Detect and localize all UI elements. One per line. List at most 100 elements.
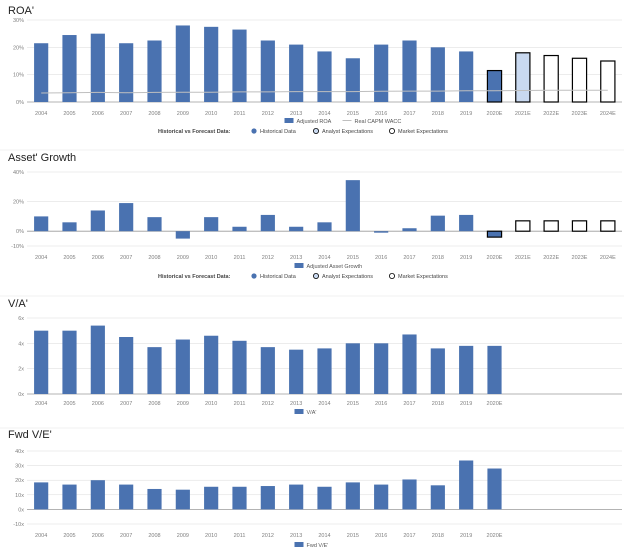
y-tick-label: 30x bbox=[15, 464, 24, 470]
key-marker bbox=[251, 128, 257, 134]
x-tick-label: 2004 bbox=[35, 401, 47, 407]
x-tick-label: 2007 bbox=[120, 255, 132, 261]
x-tick-label: 2006 bbox=[92, 533, 104, 539]
bar-2021E bbox=[515, 220, 531, 232]
bar-2007 bbox=[119, 484, 134, 510]
x-tick-label: 2013 bbox=[290, 255, 302, 261]
x-tick-label: 2008 bbox=[148, 255, 160, 261]
x-tick-label: 2009 bbox=[177, 401, 189, 407]
y-tick-label: 0x bbox=[18, 392, 24, 398]
x-tick-label: 2020E bbox=[487, 111, 503, 117]
x-tick-label: 2016 bbox=[375, 401, 387, 407]
x-tick-label: 2012 bbox=[262, 401, 274, 407]
legend-label: Real CAPM WACC bbox=[355, 119, 402, 125]
x-tick-label: 2004 bbox=[35, 111, 47, 117]
bar-2011 bbox=[232, 486, 247, 510]
chart-title: Fwd V/E' bbox=[8, 429, 52, 441]
bar-2020E bbox=[487, 345, 502, 394]
x-tick-label: 2015 bbox=[347, 533, 359, 539]
y-tick-label: 10x bbox=[15, 493, 24, 499]
bar-2012 bbox=[260, 40, 275, 102]
bar-2008 bbox=[147, 40, 162, 102]
x-tick-label: 2008 bbox=[148, 533, 160, 539]
x-tick-label: 2008 bbox=[148, 401, 160, 407]
y-tick-label: 2x bbox=[18, 367, 24, 373]
y-tick-label: 6x bbox=[18, 316, 24, 322]
bar-2016 bbox=[374, 343, 389, 394]
x-tick-label: 2019 bbox=[460, 533, 472, 539]
bar-2010 bbox=[204, 335, 219, 394]
bar-2005 bbox=[62, 330, 77, 394]
x-tick-label: 2004 bbox=[35, 255, 47, 261]
y-tick-label: -10% bbox=[11, 244, 24, 250]
x-tick-label: 2019 bbox=[460, 255, 472, 261]
chart-title: Asset' Growth bbox=[8, 152, 76, 164]
x-tick-label: 2014 bbox=[318, 533, 330, 539]
bar-2015 bbox=[345, 343, 360, 394]
bar-2008 bbox=[147, 217, 162, 232]
bar-2022E bbox=[543, 54, 559, 103]
x-tick-label: 2022E bbox=[543, 255, 559, 261]
x-tick-label: 2023E bbox=[572, 111, 588, 117]
bar-2011 bbox=[232, 340, 247, 394]
key-marker bbox=[312, 127, 319, 134]
x-tick-label: 2018 bbox=[432, 533, 444, 539]
bar-2021E bbox=[515, 52, 531, 103]
bar-2012 bbox=[260, 214, 275, 232]
bar-2013 bbox=[289, 44, 304, 102]
x-tick-label: 2021E bbox=[515, 111, 531, 117]
x-tick-label: 2017 bbox=[403, 401, 415, 407]
x-tick-label: 2011 bbox=[234, 255, 246, 261]
x-tick-label: 2019 bbox=[460, 111, 472, 117]
bar-2016 bbox=[374, 44, 389, 102]
bar-2013 bbox=[289, 349, 304, 394]
bar-2017 bbox=[402, 228, 417, 232]
y-tick-label: 40x bbox=[15, 449, 24, 455]
bar-2019 bbox=[459, 460, 474, 510]
x-tick-label: 2024E bbox=[600, 111, 616, 117]
x-tick-label: 2016 bbox=[375, 255, 387, 261]
legend-label: Fwd V/E' bbox=[307, 543, 329, 549]
key-label: Market Expectations bbox=[398, 274, 448, 280]
x-tick-label: 2013 bbox=[290, 111, 302, 117]
legend-swatch bbox=[294, 409, 304, 414]
y-tick-label: 20x bbox=[15, 478, 24, 484]
bar-2014 bbox=[317, 51, 332, 102]
x-tick-label: 2005 bbox=[63, 111, 75, 117]
bar-2022E bbox=[543, 220, 559, 232]
bar-2012 bbox=[260, 486, 275, 510]
x-tick-label: 2005 bbox=[63, 255, 75, 261]
key-label: Historical Data bbox=[260, 129, 297, 135]
key-label: Market Expectations bbox=[398, 129, 448, 135]
x-tick-label: 2006 bbox=[92, 255, 104, 261]
key-label: Analyst Expectations bbox=[322, 274, 373, 280]
y-tick-label: 4x bbox=[18, 341, 24, 347]
bar-2004 bbox=[34, 482, 49, 510]
key-label: Historical Data bbox=[260, 274, 297, 280]
legend-label: Adjusted ROA bbox=[297, 119, 332, 125]
x-tick-label: 2018 bbox=[432, 401, 444, 407]
x-tick-label: 2015 bbox=[347, 111, 359, 117]
bar-2017 bbox=[402, 479, 417, 510]
bar-2020E bbox=[486, 69, 503, 103]
x-tick-label: 2011 bbox=[234, 401, 246, 407]
x-tick-label: 2013 bbox=[290, 401, 302, 407]
y-tick-label: 0% bbox=[16, 100, 24, 106]
x-tick-label: 2020E bbox=[487, 533, 503, 539]
bar-2007 bbox=[119, 337, 134, 394]
y-tick-label: 20% bbox=[13, 45, 24, 51]
bar-2018 bbox=[430, 485, 445, 510]
y-tick-label: 10% bbox=[13, 73, 24, 79]
x-tick-label: 2014 bbox=[318, 255, 330, 261]
bar-2006 bbox=[90, 210, 105, 232]
x-tick-label: 2023E bbox=[572, 255, 588, 261]
bar-2024E bbox=[600, 60, 616, 103]
bar-2010 bbox=[204, 217, 219, 232]
bar-2011 bbox=[232, 226, 247, 232]
bar-2016 bbox=[374, 231, 389, 233]
chart-title: V/A' bbox=[8, 298, 28, 310]
bar-2016 bbox=[374, 484, 389, 510]
legend-swatch bbox=[294, 263, 304, 268]
bar-2018 bbox=[430, 47, 445, 102]
